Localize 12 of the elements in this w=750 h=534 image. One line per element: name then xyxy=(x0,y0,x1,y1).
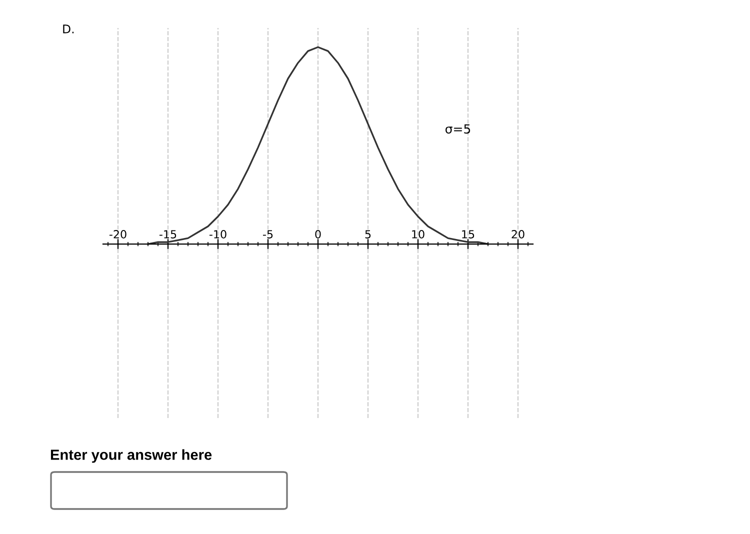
text: Enter your answer here xyxy=(50,449,212,463)
x-tick-label: -15 xyxy=(159,230,176,238)
x-tick-label: 10 xyxy=(412,230,424,238)
annotation: σ=5 xyxy=(446,124,470,134)
x-tick-label: -5 xyxy=(263,230,273,238)
x-tick-label: 0 xyxy=(315,230,321,238)
x-tick-label: 15 xyxy=(462,230,474,238)
x-tick-label: -20 xyxy=(109,230,126,238)
x-tick-label: 5 xyxy=(365,230,371,238)
chart-title: D. xyxy=(63,24,74,34)
x-tick-label: 20 xyxy=(512,230,524,238)
x-tick-label: -10 xyxy=(209,230,226,238)
